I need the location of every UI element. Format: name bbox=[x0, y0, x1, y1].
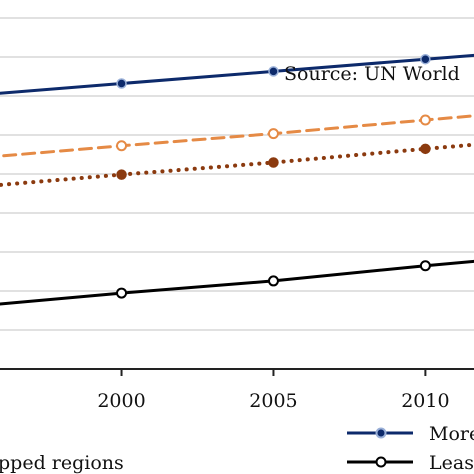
data-point bbox=[116, 287, 128, 299]
partial-region-label: pped regions bbox=[0, 452, 124, 474]
data-point bbox=[420, 53, 431, 65]
data-point bbox=[419, 114, 431, 126]
data-point bbox=[419, 260, 431, 272]
series-group bbox=[0, 53, 474, 306]
legend-label-1: Leas bbox=[429, 452, 474, 474]
gridlines bbox=[0, 17, 474, 331]
data-point bbox=[267, 128, 279, 140]
data-point bbox=[420, 143, 431, 155]
x-tick-label: 2005 bbox=[249, 390, 297, 412]
legend-marker-0 bbox=[375, 427, 387, 439]
x-tick-label: 2000 bbox=[97, 390, 145, 412]
data-point bbox=[268, 157, 279, 168]
legend-marker-1 bbox=[375, 456, 387, 468]
legend-label-0: More bbox=[429, 423, 474, 445]
data-point bbox=[268, 66, 279, 77]
series-line-3 bbox=[0, 259, 474, 306]
data-point bbox=[116, 78, 127, 89]
source-note: Source: UN World bbox=[284, 63, 460, 85]
data-point bbox=[116, 140, 128, 152]
data-point bbox=[116, 169, 127, 180]
data-point bbox=[267, 275, 279, 287]
legend: More Leas bbox=[347, 423, 474, 474]
x-tick-label: 2010 bbox=[401, 390, 449, 412]
x-tick-marks: 2000 2005 2010 bbox=[97, 369, 450, 412]
